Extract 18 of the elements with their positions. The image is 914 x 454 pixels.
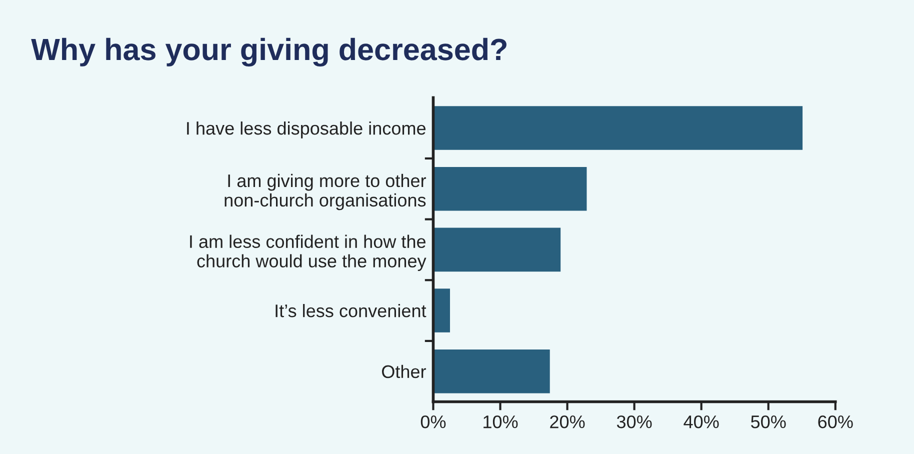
x-tick-label: 30%: [616, 415, 652, 428]
bar: [433, 288, 450, 332]
y-tick-label: I have less disposable income: [187, 121, 426, 138]
y-tick-label: Other: [382, 364, 426, 378]
bar: [433, 106, 803, 150]
x-tick-label: 40%: [684, 415, 719, 428]
chart-title: Why has your giving decreased?: [31, 38, 506, 67]
x-tick-label: 60%: [818, 415, 853, 428]
bar: [433, 349, 550, 394]
bar: [433, 228, 561, 272]
x-tick-label: 0%: [420, 415, 446, 428]
y-tick-label: It’s less convenient: [276, 304, 426, 318]
x-tick-label: 50%: [751, 415, 786, 428]
x-tick-label: 20%: [550, 415, 585, 428]
bar: [433, 166, 587, 211]
y-tick-label: I am giving more to other non-church organisations: [224, 174, 426, 210]
x-tick-label: 10%: [484, 415, 518, 428]
y-tick-label: I am less confident in how the church would use the money: [190, 234, 426, 272]
